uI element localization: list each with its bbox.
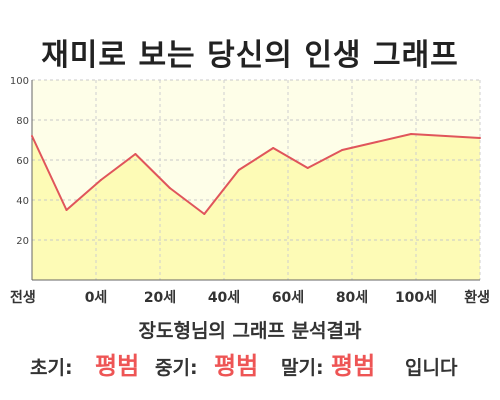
data-point (168, 187, 171, 189)
verdict-suffix: 입니다 (405, 357, 458, 379)
data-point (99, 179, 102, 181)
series-area (32, 134, 480, 280)
data-point (134, 153, 137, 155)
result-title: 장도형님의 그래프 분석결과 (138, 320, 362, 342)
y-tick-label: 80 (16, 116, 29, 127)
data-point (410, 133, 413, 135)
x-tick-label: 20세 (144, 290, 176, 306)
data-point (272, 147, 275, 149)
late-label: 말기: (281, 357, 324, 379)
x-tick-label: 60세 (272, 290, 304, 306)
data-point (31, 135, 33, 137)
data-point (237, 169, 240, 171)
x-tick-label: 100세 (395, 290, 437, 306)
middle-label: 중기: (155, 357, 198, 379)
data-point (203, 213, 206, 215)
data-point (65, 209, 68, 211)
x-tick-label: 0세 (85, 290, 108, 306)
y-tick-label: 20 (16, 236, 29, 247)
data-point (479, 137, 481, 139)
data-point (341, 149, 344, 151)
middle-value: 평범 (214, 352, 259, 380)
early-label: 초기: (30, 357, 73, 379)
early-value: 평범 (95, 352, 140, 380)
y-tick-label: 40 (16, 196, 29, 207)
series-line (31, 133, 481, 215)
data-point (375, 141, 378, 143)
y-tick-label: 60 (16, 156, 29, 167)
x-tick-label: 80세 (336, 290, 368, 306)
x-tick-label: 전생 (10, 289, 36, 306)
late-value: 평범 (331, 352, 376, 380)
x-tick-label: 40세 (208, 290, 240, 306)
chart-title: 재미로 보는 당신의 인생 그래프 (41, 38, 459, 73)
data-point (444, 135, 447, 137)
x-tick-label: 환생 (464, 289, 490, 306)
verdict-row: 초기: 평범 중기: 평범 말기: 평범 입니다 (0, 345, 500, 381)
y-tick-label: 100 (10, 76, 29, 87)
data-point (306, 167, 309, 169)
